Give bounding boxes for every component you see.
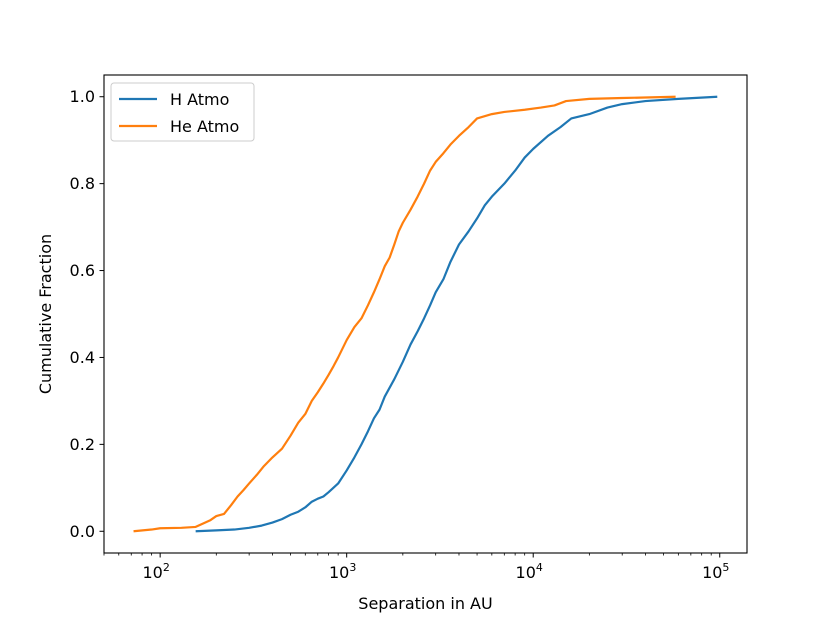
x-axis-ticks: 102 103 104 105 [103, 553, 729, 582]
x-tick-label: 105 [702, 561, 729, 582]
y-tick-label: 0.8 [70, 174, 95, 193]
series-line-1 [133, 95, 676, 533]
y-tick-label: 0.2 [70, 435, 95, 454]
x-axis-label: Separation in AU [358, 594, 492, 613]
y-tick-label: 0.0 [70, 522, 95, 541]
y-axis-label: Cumulative Fraction [36, 234, 55, 394]
legend-label-1: He Atmo [170, 117, 239, 136]
x-tick-label: 102 [142, 561, 169, 582]
x-tick-label: 104 [516, 561, 543, 582]
x-tick-label: 103 [329, 561, 356, 582]
plot-area [133, 95, 718, 533]
y-tick-label: 0.4 [70, 348, 95, 367]
y-tick-label: 0.6 [70, 261, 95, 280]
series-line-0 [195, 95, 718, 533]
y-axis-ticks: 0.0 0.2 0.4 0.6 0.8 1.0 [70, 87, 104, 541]
legend-label-0: H Atmo [170, 90, 229, 109]
legend: H Atmo He Atmo [110, 82, 255, 142]
axes-frame [103, 74, 748, 554]
y-tick-label: 1.0 [70, 87, 95, 106]
